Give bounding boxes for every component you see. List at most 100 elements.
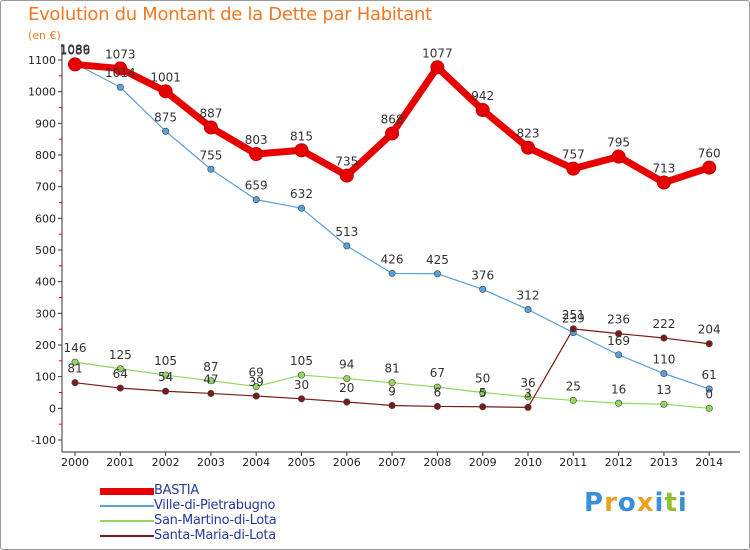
data-point [433, 402, 441, 410]
data-point [433, 270, 441, 278]
x-tick-label: 2005 [288, 456, 316, 469]
y-tick-label: 0 [49, 402, 56, 415]
data-label: 868 [381, 112, 404, 126]
data-label: 713 [652, 162, 675, 176]
data-point [249, 147, 264, 162]
logo-letter: o [617, 488, 637, 518]
y-tick-label: 1000 [28, 86, 56, 99]
legend-label: Ville-di-Pietrabugno [154, 498, 276, 513]
data-point [162, 371, 170, 379]
data-label: 47 [203, 372, 218, 386]
data-point [71, 358, 79, 366]
data-label: 251 [562, 308, 585, 322]
data-label: 513 [335, 225, 358, 239]
x-tick-label: 2006 [333, 456, 361, 469]
data-label: 69 [249, 365, 264, 379]
data-point [705, 404, 713, 412]
data-label: 20 [339, 381, 354, 395]
data-point [343, 398, 351, 406]
data-label: 110 [652, 353, 675, 367]
data-point [207, 377, 215, 385]
data-label: 146 [64, 341, 87, 355]
data-label: 9 [388, 384, 396, 398]
data-label: 81 [384, 362, 399, 376]
data-point [524, 393, 532, 401]
data-label: 94 [339, 358, 354, 372]
data-point [297, 204, 305, 212]
data-label: 376 [471, 268, 494, 282]
x-tick-label: 2009 [469, 456, 497, 469]
data-label: 735 [335, 155, 358, 169]
data-point [162, 387, 170, 395]
legend-swatch [100, 505, 154, 507]
y-tick-label: -100 [31, 434, 56, 447]
data-label: 36 [520, 376, 535, 390]
x-tick-label: 2010 [514, 456, 542, 469]
x-tick-label: 2000 [61, 456, 89, 469]
data-label: 105 [290, 354, 313, 368]
data-point [116, 365, 124, 373]
data-label: 13 [656, 383, 671, 397]
proxiti-logo: Proxiti [584, 488, 688, 518]
data-label: 1073 [105, 48, 136, 62]
chart-title: Evolution du Montant de la Dette par Hab… [28, 4, 432, 25]
data-label: 426 [381, 252, 404, 266]
data-point [430, 60, 445, 75]
x-tick-label: 2007 [378, 456, 406, 469]
data-point [207, 165, 215, 173]
legend-label: BASTIA [154, 483, 199, 498]
data-point [388, 401, 396, 409]
data-point [385, 126, 400, 141]
data-point [433, 383, 441, 391]
data-label: 25 [566, 379, 581, 393]
y-tick-label: 1100 [28, 54, 56, 67]
y-tick-label: 500 [35, 244, 56, 257]
x-tick-label: 2008 [423, 456, 451, 469]
logo-letter: t [664, 488, 678, 518]
legend-label: San-Martino-di-Lota [154, 513, 277, 528]
data-point [388, 379, 396, 387]
data-point [475, 103, 490, 118]
data-point [479, 388, 487, 396]
data-label: 875 [154, 110, 177, 124]
data-point [702, 160, 717, 175]
data-point [388, 269, 396, 277]
y-tick-label: 400 [35, 276, 56, 289]
data-point [297, 371, 305, 379]
data-point [524, 403, 532, 411]
x-tick-label: 2014 [695, 456, 723, 469]
data-point [113, 61, 128, 76]
data-label: 312 [517, 289, 540, 303]
data-point [705, 340, 713, 348]
data-label: 222 [652, 317, 675, 331]
y-tick-label: 900 [35, 117, 56, 130]
data-point [116, 83, 124, 91]
data-label: 5 [479, 386, 487, 400]
data-label: 105 [154, 354, 177, 368]
data-point [339, 168, 354, 183]
data-label: 1086 [60, 43, 91, 57]
y-tick-label: 800 [35, 149, 56, 162]
data-label: 87 [203, 360, 218, 374]
data-label: 803 [245, 133, 268, 147]
x-tick-label: 2001 [106, 456, 134, 469]
data-label: 30 [294, 378, 309, 392]
data-label: 757 [562, 148, 585, 162]
legend-label: Santa-Maria-di-Lota [154, 528, 276, 543]
data-point [162, 127, 170, 135]
data-label: 81 [67, 362, 82, 376]
data-point [615, 330, 623, 338]
data-label: 125 [109, 348, 132, 362]
data-label: 169 [607, 334, 630, 348]
x-tick-label: 2004 [242, 456, 270, 469]
data-label: 50 [475, 372, 490, 386]
data-point [524, 306, 532, 314]
data-point [252, 382, 260, 390]
data-label: 659 [245, 179, 268, 193]
data-label: 239 [562, 312, 585, 326]
data-label: 64 [113, 367, 128, 381]
data-label: 760 [698, 147, 721, 161]
data-point [521, 140, 535, 155]
x-tick-label: 2003 [197, 456, 225, 469]
data-label: 61 [702, 368, 717, 382]
